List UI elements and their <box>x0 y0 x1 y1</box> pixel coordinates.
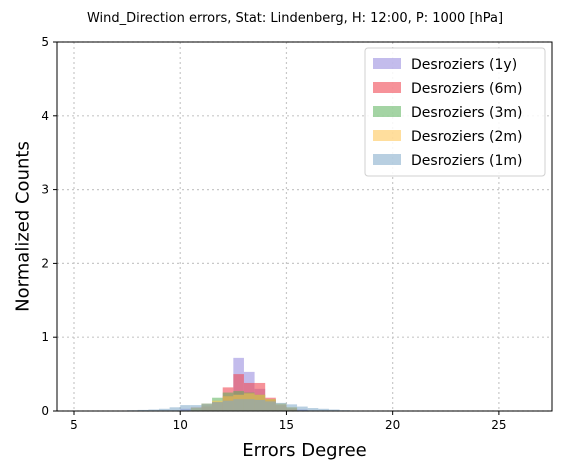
histogram-bar <box>243 399 255 411</box>
histogram-bar <box>190 405 202 411</box>
y-tick-label: 0 <box>41 404 49 418</box>
legend-item: Desroziers (1y) <box>373 57 517 73</box>
x-tick-label: 15 <box>279 418 294 432</box>
histogram-bar <box>212 402 223 411</box>
legend-label: Desroziers (3m) <box>411 105 523 121</box>
histogram-bars <box>127 357 351 411</box>
legend-item: Desroziers (6m) <box>373 81 523 97</box>
legend-swatch <box>373 82 401 93</box>
x-tick-label: 5 <box>70 418 78 432</box>
histogram-bar <box>137 409 149 411</box>
y-tick-label: 1 <box>41 330 49 344</box>
histogram-bar <box>286 404 298 411</box>
series-4-bars <box>127 399 351 411</box>
histogram-bar <box>233 399 244 411</box>
y-axis-label: Normalized Counts <box>12 141 33 312</box>
histogram-bar <box>275 402 287 411</box>
y-axis-ticks: 0 1 2 3 4 5 <box>41 35 57 418</box>
histogram-bar <box>158 408 170 411</box>
histogram-bar <box>180 405 191 411</box>
legend-swatch <box>373 130 401 141</box>
legend-label: Desroziers (6m) <box>411 81 523 97</box>
legend-label: Desroziers (1y) <box>411 57 517 73</box>
x-tick-label: 25 <box>491 418 506 432</box>
y-tick-label: 3 <box>41 183 49 197</box>
histogram-bar <box>328 409 340 411</box>
y-tick-label: 5 <box>41 35 49 49</box>
y-tick-label: 2 <box>41 256 49 270</box>
legend: Desroziers (1y) Desroziers (6m) Desroziers… <box>364 47 546 177</box>
histogram-bar <box>222 400 234 411</box>
legend-swatch <box>373 106 401 117</box>
histogram-bar <box>201 403 213 411</box>
x-axis-ticks: 5 10 15 20 25 <box>70 411 507 432</box>
plot-area <box>56 41 553 412</box>
histogram-bar <box>307 408 319 411</box>
x-axis-label: Errors Degree <box>242 440 367 461</box>
histogram-bar <box>254 399 266 411</box>
x-tick-label: 10 <box>173 418 188 432</box>
chart-title: Wind_Direction errors, Stat: Lindenberg,… <box>87 11 503 26</box>
legend-label: Desroziers (2m) <box>411 129 523 145</box>
legend-item: Desroziers (2m) <box>373 129 523 145</box>
legend-label: Desroziers (1m) <box>411 153 523 169</box>
legend-swatch <box>373 58 401 69</box>
legend-swatch <box>373 154 401 165</box>
legend-item: Desroziers (1m) <box>373 153 523 169</box>
histogram-bar <box>148 409 159 411</box>
histogram-bar <box>318 408 329 411</box>
histogram-bar <box>297 406 308 411</box>
y-tick-label: 4 <box>41 109 49 123</box>
legend-item: Desroziers (3m) <box>373 105 523 121</box>
histogram-bar <box>169 407 181 411</box>
histogram-bar <box>265 401 276 411</box>
legend-box <box>364 47 546 177</box>
x-tick-label: 20 <box>385 418 400 432</box>
